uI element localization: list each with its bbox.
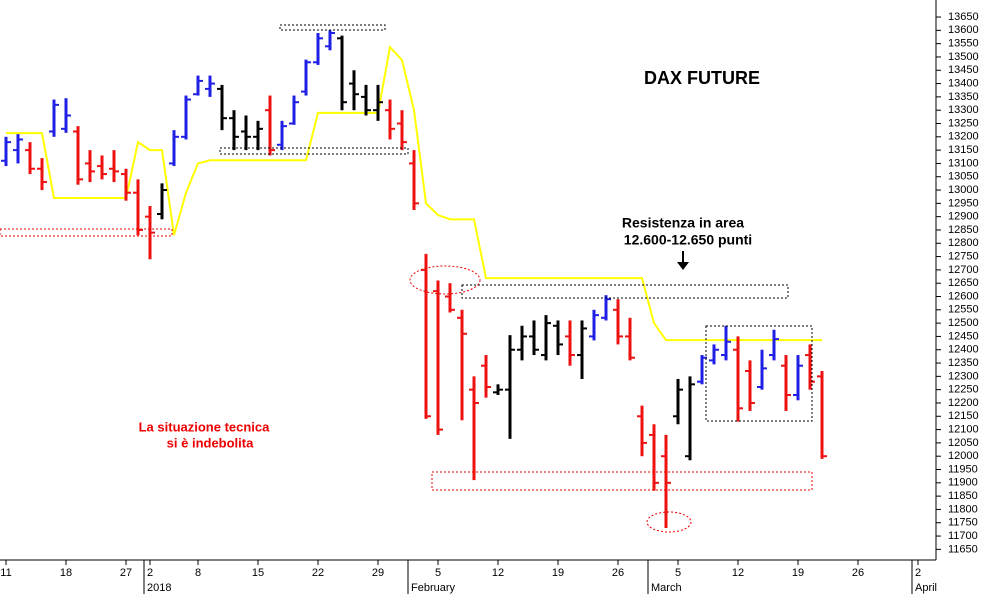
highlight bbox=[409, 265, 481, 295]
y-tick-label: 12500 bbox=[948, 317, 979, 329]
indicator-line bbox=[6, 44, 822, 342]
zone bbox=[279, 24, 386, 31]
y-tick-label: 12600 bbox=[948, 290, 979, 302]
y-tick-label: 12350 bbox=[948, 357, 979, 369]
annotation: si è indebolita bbox=[167, 435, 254, 450]
x-tick-label: 26 bbox=[612, 567, 624, 579]
y-tick-label: 13200 bbox=[948, 131, 979, 143]
zone bbox=[431, 471, 813, 491]
zone bbox=[219, 147, 409, 155]
y-tick-label: 12700 bbox=[948, 264, 979, 276]
y-tick-label: 12650 bbox=[948, 277, 979, 289]
y-tick-label: 12450 bbox=[948, 330, 979, 342]
y-tick-label: 12400 bbox=[948, 344, 979, 356]
x-tick-label: 5 bbox=[435, 567, 441, 579]
x-tick-label: 19 bbox=[792, 567, 804, 579]
period-label: 2018 bbox=[147, 582, 171, 594]
period-label: April bbox=[915, 582, 937, 594]
highlight bbox=[646, 511, 692, 533]
y-tick-label: 12900 bbox=[948, 211, 979, 223]
x-tick-label: 11 bbox=[0, 567, 11, 579]
x-tick-label: 15 bbox=[252, 567, 264, 579]
y-tick-label: 13550 bbox=[948, 38, 979, 50]
x-tick-label: 19 bbox=[552, 567, 564, 579]
y-tick-label: 13400 bbox=[948, 77, 979, 89]
x-tick-label: 27 bbox=[120, 567, 132, 579]
zone bbox=[0, 228, 173, 237]
y-tick-label: 12850 bbox=[948, 224, 979, 236]
zone bbox=[705, 325, 813, 422]
y-tick-label: 13100 bbox=[948, 157, 979, 169]
x-tick-label: 2 bbox=[915, 567, 921, 579]
annotation: 12.600-12.650 punti bbox=[624, 232, 752, 248]
y-tick-label: 12050 bbox=[948, 437, 979, 449]
x-tick-label: 18 bbox=[60, 567, 72, 579]
y-tick-label: 13500 bbox=[948, 51, 979, 63]
y-tick-label: 13300 bbox=[948, 104, 979, 116]
x-tick-label: 2 bbox=[147, 567, 153, 579]
zone bbox=[461, 284, 789, 299]
y-tick-label: 12200 bbox=[948, 397, 979, 409]
y-tick-label: 11800 bbox=[948, 503, 978, 515]
y-tick-label: 12100 bbox=[948, 423, 979, 435]
y-tick-label: 11700 bbox=[948, 530, 978, 542]
x-tick-label: 8 bbox=[195, 567, 201, 579]
y-tick-label: 12550 bbox=[948, 304, 979, 316]
chart-title: DAX FUTURE bbox=[644, 68, 760, 88]
annotation: Resistenza in area bbox=[622, 215, 744, 231]
y-tick-label: 11850 bbox=[948, 490, 978, 502]
x-tick-label: 5 bbox=[675, 567, 681, 579]
y-tick-label: 12150 bbox=[948, 410, 979, 422]
y-tick-label: 12000 bbox=[948, 450, 979, 462]
arrow-head bbox=[677, 262, 689, 270]
y-tick-label: 12300 bbox=[948, 370, 979, 382]
y-tick-label: 13650 bbox=[948, 11, 979, 23]
y-tick-label: 13000 bbox=[948, 184, 979, 196]
y-tick-label: 12750 bbox=[948, 250, 979, 262]
y-tick-label: 13050 bbox=[948, 171, 979, 183]
y-tick-label: 13450 bbox=[948, 64, 979, 76]
annotation: La situazione tecnica bbox=[139, 419, 271, 434]
y-tick-label: 13250 bbox=[948, 117, 979, 129]
x-tick-label: 26 bbox=[852, 567, 864, 579]
y-tick-label: 11650 bbox=[948, 543, 978, 555]
period-label: March bbox=[651, 582, 682, 594]
y-tick-label: 13150 bbox=[948, 144, 979, 156]
x-tick-label: 29 bbox=[372, 567, 384, 579]
y-tick-label: 12800 bbox=[948, 237, 979, 249]
y-tick-label: 12250 bbox=[948, 384, 979, 396]
y-tick-label: 12950 bbox=[948, 197, 979, 209]
y-tick-label: 13600 bbox=[948, 24, 979, 36]
y-tick-label: 13350 bbox=[948, 91, 979, 103]
y-tick-label: 11950 bbox=[948, 463, 978, 475]
period-label: February bbox=[411, 582, 456, 594]
x-tick-label: 22 bbox=[312, 567, 324, 579]
y-tick-label: 11900 bbox=[948, 477, 978, 489]
y-tick-label: 11750 bbox=[948, 517, 978, 529]
x-tick-label: 12 bbox=[492, 567, 504, 579]
x-tick-label: 12 bbox=[732, 567, 744, 579]
